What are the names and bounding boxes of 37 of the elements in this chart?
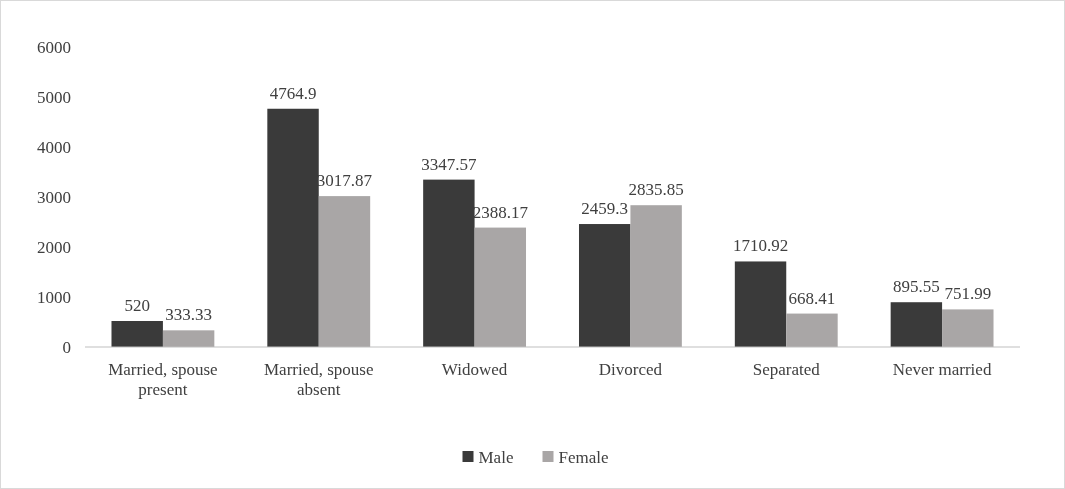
bar (890, 302, 943, 347)
x-tick-label: Married, spouse absent (263, 360, 374, 399)
bar (267, 108, 319, 347)
bar (318, 196, 371, 347)
y-tick-label: 3000 (37, 187, 71, 207)
y-tick-label: 6000 (37, 37, 71, 57)
data-label: 3347.57 (421, 154, 477, 174)
bar (474, 227, 527, 347)
bar (162, 330, 215, 347)
data-label: 2835.85 (628, 180, 684, 200)
y-tick-label: 4000 (37, 137, 71, 157)
bar (423, 179, 475, 347)
data-label: 1710.92 (732, 236, 789, 256)
bar (578, 224, 631, 347)
data-label: 4764.9 (269, 83, 317, 103)
y-tick-label: 0 (62, 337, 71, 357)
data-label: 751.99 (944, 284, 992, 304)
x-tick-label: Separated (752, 360, 821, 379)
y-tick-label: 2000 (37, 237, 71, 257)
legend-label: Female (558, 447, 609, 467)
data-label: 668.41 (788, 288, 836, 308)
legend-label: Male (478, 447, 514, 467)
bar (786, 313, 838, 347)
x-tick-label: Married, spouse present (108, 360, 218, 399)
bar (942, 309, 994, 347)
y-tick-label: 1000 (37, 287, 71, 307)
data-label: 520 (124, 296, 150, 315)
bar (734, 261, 787, 347)
data-label: 895.55 (893, 277, 940, 297)
x-tick-label: Never married (892, 360, 992, 379)
data-label: 333.33 (165, 305, 212, 325)
data-label: 2459.3 (581, 199, 629, 219)
x-tick-label: Widowed (441, 360, 508, 379)
bar (111, 321, 163, 347)
x-tick-label: Divorced (598, 360, 663, 379)
bar (630, 205, 682, 347)
y-tick-label: 5000 (37, 87, 71, 107)
